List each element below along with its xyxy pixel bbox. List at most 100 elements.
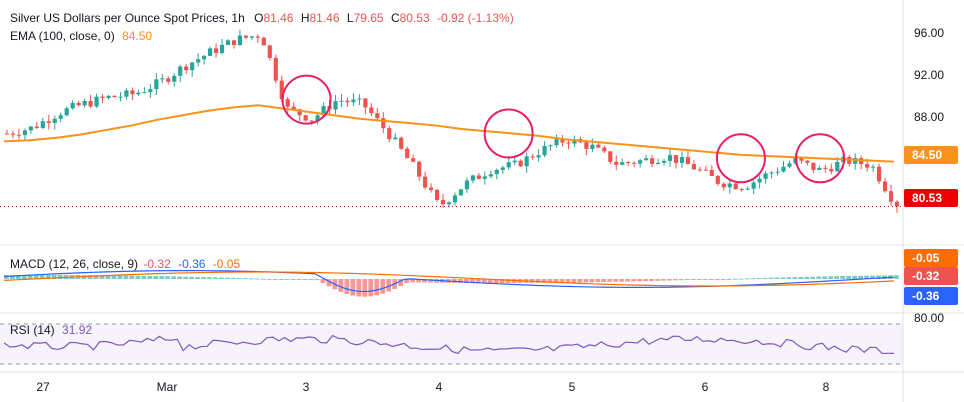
- macd-histogram-bar: [738, 278, 744, 280]
- macd-legend: MACD (12, 26, close, 9) -0.32 -0.36 -0.0…: [10, 257, 240, 271]
- macd-histogram-bar: [213, 277, 218, 279]
- macd-histogram-bar: [601, 279, 607, 283]
- candle-body: [470, 175, 475, 181]
- macd-histogram-bar: [810, 276, 816, 279]
- macd-histogram-bar: [720, 279, 726, 280]
- macd-histogram-bar: [207, 277, 212, 279]
- rsi-band: [0, 324, 903, 364]
- ema-legend: EMA (100, close, 0) 84.50: [10, 29, 152, 43]
- macd-histogram-bar: [457, 279, 463, 283]
- candle-body: [536, 155, 541, 158]
- macd-histogram-bar: [380, 279, 386, 294]
- macd-histogram-bar: [242, 278, 248, 280]
- candle-body: [620, 162, 625, 165]
- macd-histogram-bar: [302, 279, 308, 280]
- macd-histogram-bar: [762, 277, 768, 279]
- macd-histogram-bar: [756, 278, 762, 280]
- macd-histogram-bar: [696, 279, 702, 280]
- candle-body: [375, 113, 380, 119]
- macd-histogram-bar: [750, 278, 756, 280]
- macd-histogram-bar: [123, 275, 129, 279]
- candle-body: [82, 100, 87, 106]
- candle-body: [871, 166, 876, 168]
- candle-body: [64, 108, 69, 116]
- macd-histogram-bar: [499, 279, 505, 284]
- macd-histogram-bar: [326, 279, 332, 287]
- rsi-axis-label: 80.00: [914, 311, 945, 325]
- candle-body: [369, 107, 374, 114]
- x-tick: Mar: [156, 380, 178, 394]
- macd-histogram-bar: [284, 279, 290, 280]
- candle-body: [644, 158, 649, 161]
- candle-body: [434, 189, 440, 200]
- macd-histogram-bar: [117, 275, 123, 279]
- candle-body: [417, 161, 422, 177]
- candle-body: [506, 162, 511, 168]
- candle-body: [351, 99, 356, 103]
- candle-body: [429, 187, 434, 190]
- candle-body: [584, 142, 589, 149]
- candle-body: [118, 96, 123, 98]
- candle-body: [345, 100, 350, 103]
- candle-body: [530, 156, 535, 158]
- candle-body: [518, 160, 523, 167]
- candle-body: [882, 181, 888, 192]
- candle-body: [178, 66, 183, 76]
- symbol-title: Silver US Dollars per Ounce Spot Prices,…: [10, 11, 245, 25]
- highlight-circle: [281, 74, 332, 125]
- ema-price-badge: 84.50: [904, 146, 958, 164]
- macd-histogram-bar: [607, 279, 613, 282]
- y-tick: 92.00: [914, 68, 945, 82]
- macd-histogram-bar: [51, 274, 57, 279]
- candle-body: [721, 183, 726, 188]
- candle-body: [757, 178, 762, 183]
- candle-body: [112, 95, 117, 98]
- macd-histogram-bar: [493, 279, 499, 284]
- macd-histogram-bar: [667, 279, 672, 281]
- x-tick: 8: [822, 380, 830, 394]
- macd-histogram-bar: [571, 279, 577, 283]
- candle-body: [727, 183, 732, 188]
- macd-line-badge: -0.32: [904, 267, 958, 285]
- candle-body: [560, 138, 565, 143]
- macd-histogram-bar: [870, 275, 875, 279]
- macd-histogram-bar: [171, 276, 177, 279]
- candle-body: [763, 173, 768, 179]
- candle-body: [166, 78, 171, 82]
- macd-histogram-bar: [33, 274, 39, 279]
- macd-histogram-bar: [774, 277, 780, 279]
- macd-histogram-bar: [798, 276, 804, 279]
- candle-body: [679, 157, 685, 163]
- candle-body: [94, 96, 99, 107]
- candle-body: [267, 45, 272, 58]
- macd-value-3: -0.05: [212, 257, 241, 271]
- open-label: O: [254, 11, 264, 25]
- macd-histogram-bar: [768, 277, 774, 279]
- candle-body: [877, 166, 882, 182]
- candle-body: [321, 106, 326, 116]
- candle-body: [638, 160, 643, 164]
- candle-body: [22, 130, 27, 136]
- rsi-value: 31.92: [62, 323, 93, 337]
- macd-histogram-bar: [463, 279, 469, 283]
- rsi-label: RSI (14): [10, 323, 55, 337]
- macd-histogram-bar: [487, 279, 493, 284]
- macd-histogram-bar: [201, 277, 206, 279]
- macd-histogram-bar: [272, 279, 278, 280]
- candle-body: [709, 169, 714, 176]
- macd-histogram-bar: [296, 279, 302, 280]
- candle-body: [315, 115, 320, 121]
- candle-body: [76, 102, 81, 106]
- candle-body: [817, 167, 822, 170]
- macd-histogram-bar: [649, 279, 654, 281]
- candle-body: [602, 147, 607, 152]
- macd-histogram-bar: [374, 279, 380, 296]
- candle-body: [661, 160, 667, 163]
- macd-histogram-bar: [637, 279, 642, 282]
- macd-histogram-bar: [547, 279, 553, 283]
- macd-histogram-bar: [804, 276, 810, 279]
- macd-hist-badge: -0.05: [904, 249, 958, 267]
- candle-body: [184, 66, 189, 71]
- candle-body: [685, 157, 691, 165]
